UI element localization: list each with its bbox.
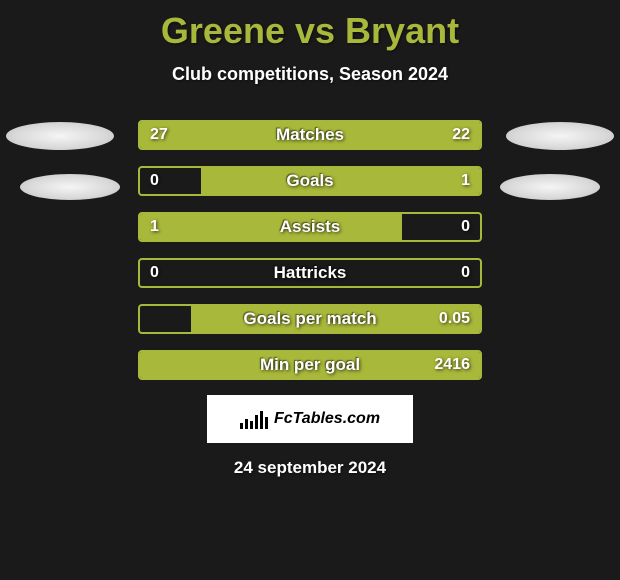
page-title: Greene vs Bryant — [0, 0, 620, 52]
player-left-ellipse-1 — [6, 122, 114, 150]
stat-label: Matches — [140, 122, 480, 148]
chart-icon — [240, 409, 268, 429]
stat-label: Min per goal — [140, 352, 480, 378]
watermark-text: FcTables.com — [274, 410, 380, 428]
stat-label: Goals per match — [140, 306, 480, 332]
page-subtitle: Club competitions, Season 2024 — [0, 64, 620, 85]
stat-row: 27 Matches 22 — [138, 120, 482, 150]
stat-value-right: 0 — [461, 214, 470, 240]
stat-bars: 27 Matches 22 0 Goals 1 1 Assists 0 0 Ha… — [138, 120, 482, 396]
stat-value-right: 1 — [461, 168, 470, 194]
player-right-ellipse-2 — [500, 174, 600, 200]
stat-row: 0 Goals 1 — [138, 166, 482, 196]
player-left-ellipse-2 — [20, 174, 120, 200]
stat-value-right: 22 — [452, 122, 470, 148]
stat-row: Min per goal 2416 — [138, 350, 482, 380]
stat-value-right: 0.05 — [439, 306, 470, 332]
stat-label: Goals — [140, 168, 480, 194]
watermark: FcTables.com — [207, 395, 413, 443]
stat-row: Goals per match 0.05 — [138, 304, 482, 334]
stat-value-right: 2416 — [434, 352, 470, 378]
player-right-ellipse-1 — [506, 122, 614, 150]
stat-value-right: 0 — [461, 260, 470, 286]
stat-row: 1 Assists 0 — [138, 212, 482, 242]
stat-row: 0 Hattricks 0 — [138, 258, 482, 288]
footer-date: 24 september 2024 — [0, 458, 620, 478]
stat-label: Assists — [140, 214, 480, 240]
stat-label: Hattricks — [140, 260, 480, 286]
